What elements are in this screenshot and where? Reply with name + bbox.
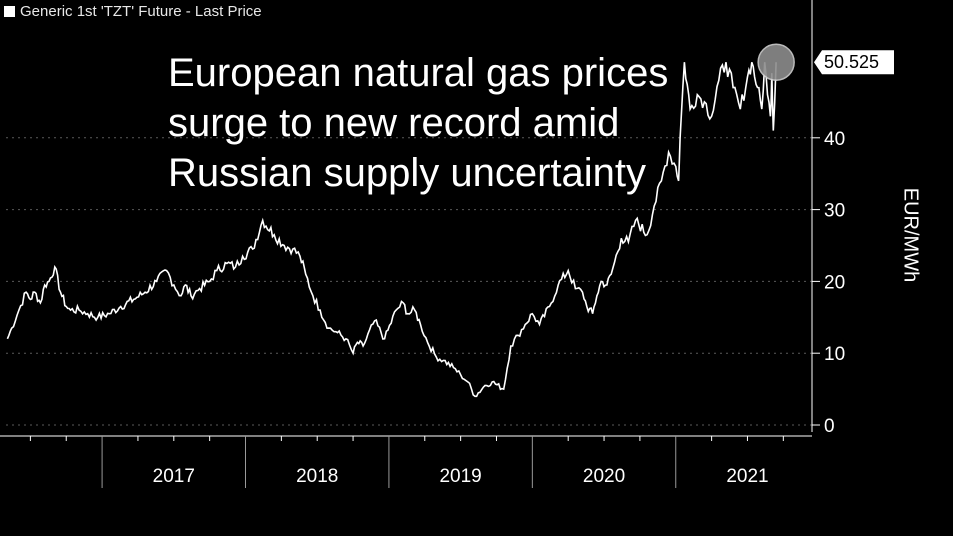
headline-line-2: surge to new record amid xyxy=(168,101,620,145)
y-tick-label: 20 xyxy=(824,272,845,293)
x-tick-label: 2021 xyxy=(726,466,768,487)
x-tick-label: 2019 xyxy=(439,466,481,487)
legend: Generic 1st 'TZT' Future - Last Price xyxy=(4,3,262,20)
last-price-label: 50.525 xyxy=(814,50,894,75)
x-axis-ticks: 2017 2018 2019 2020 2021 xyxy=(29,436,784,488)
y-tick-label: 0 xyxy=(824,416,835,437)
headline-line-1: European natural gas prices xyxy=(168,51,669,95)
grid-lines xyxy=(6,137,812,426)
x-tick-label: 2018 xyxy=(296,466,338,487)
y-axis-label: EUR/MWh xyxy=(899,187,922,283)
x-tick-label: 2020 xyxy=(583,466,625,487)
headline-line-3: Russian supply uncertainty xyxy=(168,151,647,195)
legend-label: Generic 1st 'TZT' Future - Last Price xyxy=(20,3,262,20)
x-tick-label: 2017 xyxy=(153,466,195,487)
y-tick-label: 40 xyxy=(824,129,845,150)
axes xyxy=(0,0,813,437)
y-tick-label: 10 xyxy=(824,344,845,365)
last-price-marker xyxy=(757,43,795,81)
legend-swatch xyxy=(4,6,15,17)
y-axis-ticks: 0 10 20 30 40 xyxy=(812,129,845,437)
chart-headline: European natural gas prices surge to new… xyxy=(168,48,668,198)
last-price-value: 50.525 xyxy=(824,52,879,72)
price-series-line xyxy=(6,61,777,398)
y-tick-label: 30 xyxy=(824,201,845,222)
